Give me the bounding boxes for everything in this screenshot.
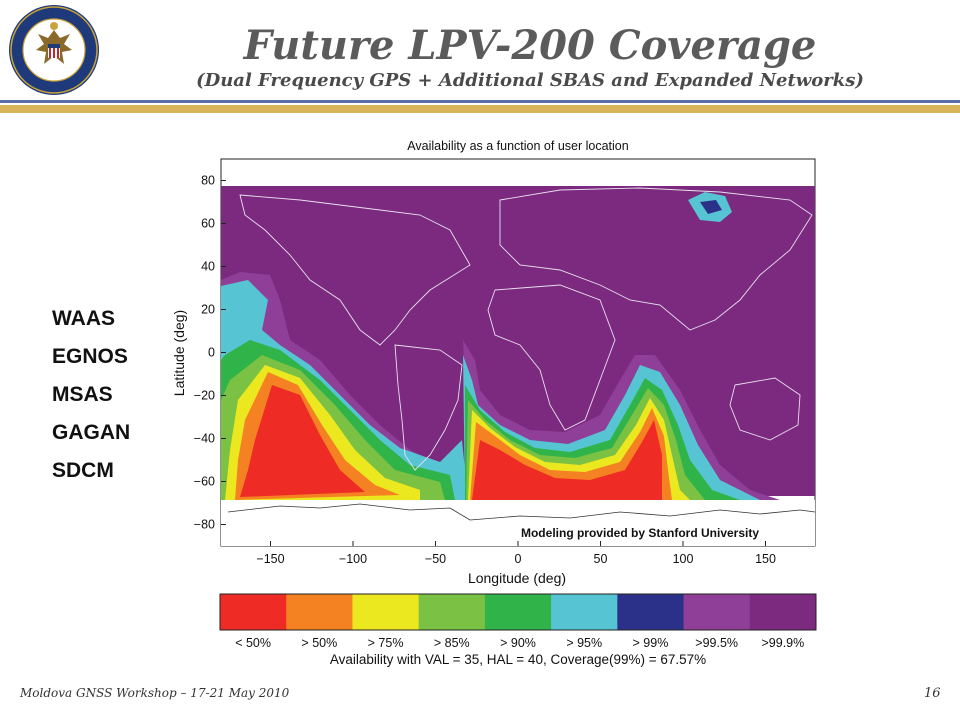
outline-south-america xyxy=(394,344,463,471)
page-subtitle: (Dual Frequency GPS + Additional SBAS an… xyxy=(196,70,864,91)
system-sdcm: SDCM xyxy=(52,459,114,482)
modeling-credit: Modeling provided by Stanford University xyxy=(521,526,759,540)
contour-south-below-50 xyxy=(472,420,662,500)
colorbar-swatch xyxy=(617,594,685,630)
colorbar-label: > 95% xyxy=(566,636,602,650)
colorbar-swatch xyxy=(352,594,420,630)
colorbar-label: >99.5% xyxy=(695,636,738,650)
colorbar: < 50% > 50% > 75% > 85% > 90% > 95% > 99% >99.5… xyxy=(219,593,817,650)
colorbar-summary: Availability with VAL = 35, HAL = 40, Co… xyxy=(330,652,706,667)
availability-heatmap xyxy=(221,186,815,546)
colorbar-label: > 99% xyxy=(633,636,669,650)
y-tick-label: −60 xyxy=(194,475,215,489)
colorbar-frame xyxy=(219,593,817,631)
x-tick-label: −100 xyxy=(339,552,367,566)
outline-africa xyxy=(487,284,616,431)
colorbar-swatch xyxy=(418,594,486,630)
colorbar-label: >99.9% xyxy=(762,636,805,650)
y-tick-label: −40 xyxy=(194,432,215,446)
y-tick-label: −20 xyxy=(194,389,215,403)
system-msas: MSAS xyxy=(52,383,113,406)
colorbar-swatch xyxy=(220,594,287,630)
colorbar-label: > 75% xyxy=(368,636,404,650)
department-of-state-seal xyxy=(9,5,99,95)
x-tick-label: −150 xyxy=(256,552,284,566)
x-tick-label: 100 xyxy=(673,552,694,566)
x-tick-label: −50 xyxy=(425,552,446,566)
chart-title: Availability as a function of user locat… xyxy=(407,139,628,153)
outline-north-america xyxy=(239,194,471,346)
y-tick-label: 0 xyxy=(208,346,215,360)
outline-australia xyxy=(729,377,801,441)
y-tick-label: 80 xyxy=(201,174,215,188)
footer-workshop: Moldova GNSS Workshop – 17-21 May 2010 xyxy=(20,686,290,700)
colorbar-label: > 90% xyxy=(500,636,536,650)
page-title: Future LPV-200 Coverage xyxy=(243,22,817,69)
y-tick-label: 40 xyxy=(201,260,215,274)
y-axis-label: Latitude (deg) xyxy=(171,310,187,396)
colorbar-swatch xyxy=(484,594,552,630)
sbas-systems-list: WAAS EGNOS MSAS GAGAN SDCM xyxy=(52,300,130,490)
system-gagan: GAGAN xyxy=(52,421,131,444)
system-egnos: EGNOS xyxy=(52,345,128,368)
colorbar-swatch xyxy=(551,594,618,630)
colorbar-label: > 85% xyxy=(434,636,470,650)
colorbar-swatch xyxy=(683,594,751,630)
outline-eurasia xyxy=(499,187,813,331)
colorbar-swatch xyxy=(749,594,817,630)
x-tick-label: 0 xyxy=(515,552,522,566)
y-axis: 80 60 40 20 0 −20 −40 −60 −80 xyxy=(194,174,226,532)
contour-west-below-50 xyxy=(240,385,365,497)
header-divider xyxy=(0,100,960,113)
colorbar-swatch xyxy=(286,594,353,630)
x-tick-label: 150 xyxy=(755,552,776,566)
colorbar-label: > 50% xyxy=(301,636,337,650)
colorbar-label: < 50% xyxy=(235,636,271,650)
x-axis: −150 −100 −50 0 50 100 150 xyxy=(256,541,776,566)
antarctic-coast xyxy=(227,503,815,521)
system-waas: WAAS xyxy=(52,307,115,330)
contour-arctic-patch-inner xyxy=(700,200,722,214)
x-axis-label: Longitude (deg) xyxy=(468,570,566,586)
page-number: 16 xyxy=(924,686,941,701)
y-tick-label: 60 xyxy=(201,217,215,231)
x-tick-label: 50 xyxy=(594,552,608,566)
y-tick-label: 20 xyxy=(201,303,215,317)
y-tick-label: −80 xyxy=(194,518,215,532)
